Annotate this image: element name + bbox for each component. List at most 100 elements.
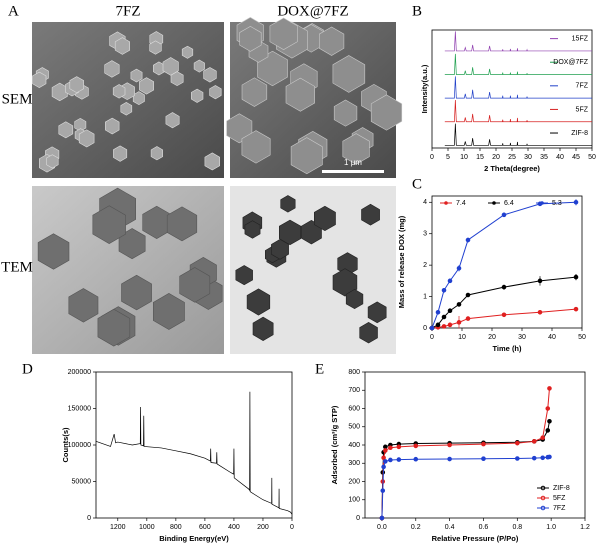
crystal xyxy=(203,67,217,83)
x-tick-label: 1000 xyxy=(139,524,155,531)
crystal xyxy=(239,26,262,52)
crystal xyxy=(149,40,162,55)
data-point xyxy=(447,308,453,314)
data-point xyxy=(456,265,462,271)
crystal xyxy=(162,57,179,76)
legend-label: 5.3 xyxy=(552,200,562,207)
x-tick-label: 200 xyxy=(257,524,269,531)
y-axis-label: Mass of release DOX (mg) xyxy=(397,215,406,308)
crystal xyxy=(241,130,271,164)
crystal xyxy=(32,71,47,88)
crystal xyxy=(244,220,261,239)
crystal xyxy=(332,268,358,297)
data-point xyxy=(573,199,579,205)
x-tick-label: 800 xyxy=(170,524,182,531)
crystal xyxy=(165,112,180,129)
crystal xyxy=(370,94,403,131)
series-line xyxy=(381,421,550,519)
data-point xyxy=(447,456,452,462)
x-tick-label: 600 xyxy=(199,524,211,531)
crystal xyxy=(271,239,289,260)
x-tick-label: 0.4 xyxy=(445,524,455,531)
crystal xyxy=(359,322,378,344)
legend-marker xyxy=(444,201,448,205)
crystal xyxy=(209,85,222,100)
crystal xyxy=(191,88,204,103)
data-point xyxy=(501,312,507,318)
panel-label: A xyxy=(8,3,19,19)
crystal xyxy=(235,265,253,286)
crystal xyxy=(113,145,128,162)
legend-label: 6.4 xyxy=(504,200,514,207)
data-point xyxy=(465,316,471,321)
x-tick-label: 0.6 xyxy=(479,524,489,531)
x-tick-label: 1.0 xyxy=(546,524,556,531)
crystal xyxy=(246,288,271,316)
crystal xyxy=(105,117,120,135)
data-point xyxy=(547,418,552,424)
crystal xyxy=(342,133,370,165)
y-tick-label: 1 xyxy=(423,293,427,300)
legend-label: 7.4 xyxy=(456,200,466,207)
data-point xyxy=(429,325,435,331)
y-axis-label: Counts(s) xyxy=(61,427,70,462)
data-point xyxy=(481,441,486,447)
crystal xyxy=(252,316,274,341)
data-point xyxy=(441,314,447,320)
x-tick-label: 25 xyxy=(508,154,516,161)
crystal xyxy=(241,77,268,107)
column-label: 7FZ xyxy=(115,3,140,19)
x-axis-label: 2 Theta(degree) xyxy=(484,164,540,173)
data-point xyxy=(396,444,402,450)
plot-frame xyxy=(95,371,293,519)
micrographs xyxy=(32,17,403,354)
legend-label: 5FZ xyxy=(576,106,589,113)
y-tick-label: 400 xyxy=(348,442,360,449)
legend-marker xyxy=(540,505,546,511)
x-tick-label: 0.0 xyxy=(377,524,387,531)
crystal xyxy=(139,77,154,95)
crystal xyxy=(269,17,298,50)
data-point xyxy=(447,442,452,448)
scale-bar-label: 1 μm xyxy=(344,158,362,167)
y-tick-label: 0 xyxy=(423,325,427,332)
data-point xyxy=(413,456,419,462)
series-line xyxy=(444,76,592,99)
y-tick-label: 500 xyxy=(348,424,360,431)
column-label: DOX@7FZ xyxy=(277,3,348,19)
legend-label: DOX@7FZ xyxy=(553,59,588,66)
x-tick-label: 30 xyxy=(524,154,532,161)
x-axis-label: Time (h) xyxy=(492,344,522,353)
legend-marker xyxy=(540,495,546,501)
data-point xyxy=(383,459,388,464)
data-point xyxy=(383,444,388,450)
crystal xyxy=(181,45,194,59)
crystal xyxy=(285,77,316,112)
crystal xyxy=(226,113,253,144)
crystal xyxy=(97,308,131,347)
data-point xyxy=(573,306,579,312)
y-tick-label: 2 xyxy=(423,262,427,269)
crystal xyxy=(46,154,59,169)
y-tick-label: 0 xyxy=(87,515,91,522)
crystal xyxy=(130,68,143,83)
series-line xyxy=(381,456,550,519)
data-point xyxy=(456,320,462,325)
crystal xyxy=(37,233,70,270)
series-line xyxy=(444,53,592,75)
x-tick-label: 10 xyxy=(460,154,468,161)
x-axis-label: Binding Energy(eV) xyxy=(159,534,229,543)
legend-marker xyxy=(492,201,496,205)
data-point xyxy=(573,274,579,280)
x-tick-label: 50 xyxy=(578,334,586,341)
crystal xyxy=(332,55,366,93)
series-line xyxy=(431,201,577,329)
data-point xyxy=(383,448,388,453)
data-point xyxy=(465,237,471,243)
crystal xyxy=(313,205,336,232)
legend-label: 15FZ xyxy=(572,35,589,42)
crystal xyxy=(333,99,358,127)
data-point xyxy=(413,443,419,449)
series-line xyxy=(444,99,592,123)
y-tick-label: 200 xyxy=(348,478,360,485)
